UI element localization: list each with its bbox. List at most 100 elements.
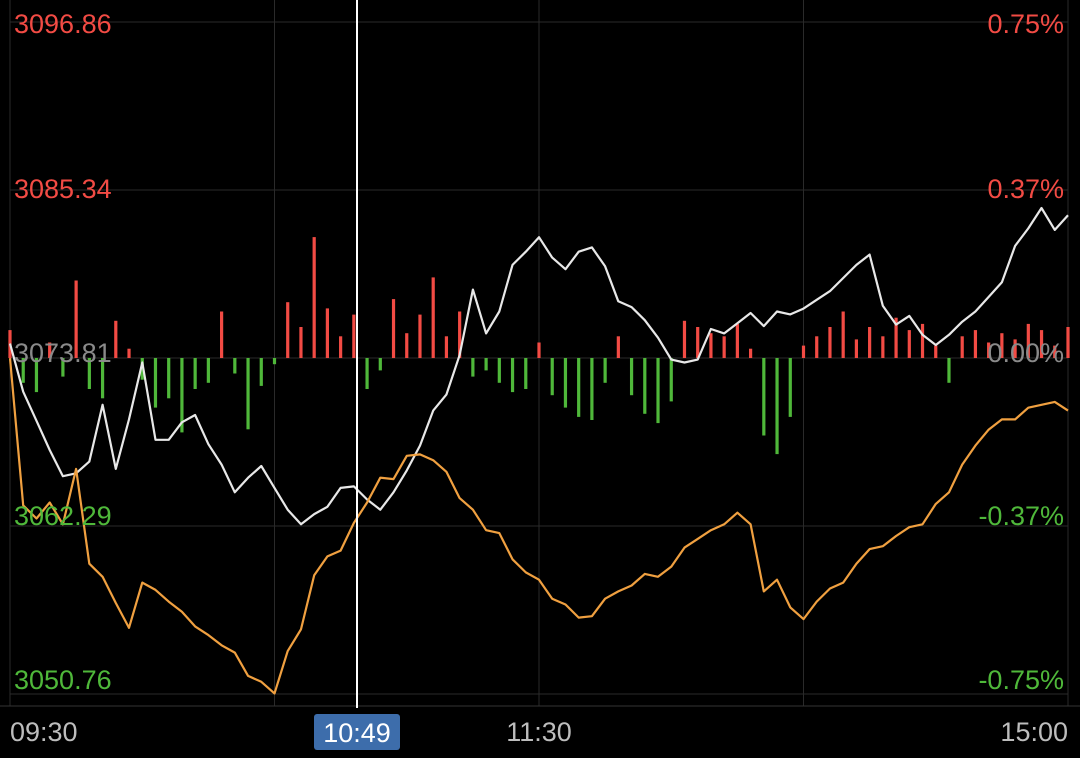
histogram-bar [405,333,409,358]
histogram-bar [153,358,158,408]
histogram-bar [762,358,766,436]
histogram-bar [1000,333,1004,358]
histogram-bar [550,358,554,396]
histogram-bar [788,358,792,417]
histogram-bar [643,358,647,414]
histogram-bar [801,345,806,358]
y-label-left: 3096.86 [14,9,112,39]
histogram-bar [907,330,911,358]
histogram-bar [312,237,316,358]
x-label: 11:30 [506,717,572,747]
x-label: 09:30 [10,717,78,747]
histogram-bar [1026,323,1030,358]
series-lines [8,206,1069,695]
histogram-bar [365,358,369,389]
histogram-bar [418,314,422,358]
y-label-right: 0.37% [987,174,1064,204]
histogram-bar [722,336,726,358]
histogram-bar [854,339,858,358]
histogram-bar [34,358,39,393]
histogram-bar [696,327,700,358]
histogram-bar [709,333,713,358]
histogram-bar [656,358,660,424]
histogram-bar [378,358,382,371]
y-label-right: -0.37% [978,501,1064,531]
histogram-bar [100,358,105,399]
histogram-bar [987,342,991,358]
histogram-bar [458,311,462,358]
histogram-bar [193,358,197,389]
histogram-bar [1039,330,1044,358]
histogram-bar [749,348,753,358]
histogram-bar [590,358,594,420]
y-label-left: 3062.29 [14,501,112,531]
histogram-bar [973,330,978,358]
histogram-bar [947,358,951,383]
histogram-bar [524,358,528,389]
histogram-bar [960,336,964,358]
y-label-left: 3050.76 [14,665,112,695]
histogram-bar [1013,339,1017,358]
histogram-bar [272,358,277,365]
histogram-bar [286,302,290,358]
histogram-bar [934,345,938,358]
histogram-bar [61,358,65,377]
histogram-bar [48,342,52,358]
crosshair-cursor[interactable]: 10:49 [314,0,400,750]
histogram-bar [881,336,885,358]
histogram-bar [629,358,634,396]
histogram-bar [299,327,303,358]
index-line-yellow [8,358,1069,695]
y-label-left: 3085.34 [14,174,112,204]
histogram-bar [1053,345,1057,358]
index-line-white [8,206,1069,526]
y-label-right: 0.75% [987,9,1064,39]
histogram-bar [259,358,263,386]
histogram-bar [246,358,250,430]
histogram-bar [815,336,819,358]
histogram-bar [510,358,515,393]
histogram-bar [868,327,872,358]
histogram-bar [537,342,541,358]
histogram-bar [577,358,581,417]
histogram-bar [616,336,620,358]
histogram-bar [775,358,779,455]
histogram-bar [603,358,607,383]
histogram-bar [206,358,210,383]
histogram-bar [497,358,501,383]
histogram-bar [735,323,739,358]
cursor-time-label: 10:49 [323,718,391,748]
histogram-bar [828,327,832,358]
histogram-bar [1066,327,1070,358]
y-label-left: 3073.81 [14,338,112,368]
histogram-bar [21,358,25,383]
histogram-bar [233,358,237,374]
histogram-bar [325,308,329,358]
histogram-bar [220,311,224,358]
histogram-bar [563,358,568,408]
histogram-bar [682,320,687,358]
histogram-bar [894,317,898,358]
y-label-right: -0.75% [978,665,1064,695]
histogram-bar [180,358,184,433]
histogram-bar [127,348,131,358]
histogram-bar [74,280,78,358]
histogram-bar [352,314,356,358]
y-label-right: 0.00% [987,338,1064,368]
y-axis-labels: 3096.86 3085.34 3073.81 3062.29 3050.76 0.75%… [14,9,1064,695]
histogram-bar [114,320,118,358]
histogram-bar [391,299,396,358]
histogram-bar [841,311,845,358]
histogram-bar [431,277,435,358]
histogram-bar [444,336,449,358]
histogram-bar [471,358,475,377]
histogram-bar [167,358,171,399]
histogram-bar [339,336,343,358]
histogram-bar [87,358,91,389]
histogram-bar [920,323,925,358]
histogram-bar [669,358,673,402]
histogram-bar [140,358,144,380]
x-axis-labels: 09:30 11:30 15:00 [10,717,1068,747]
